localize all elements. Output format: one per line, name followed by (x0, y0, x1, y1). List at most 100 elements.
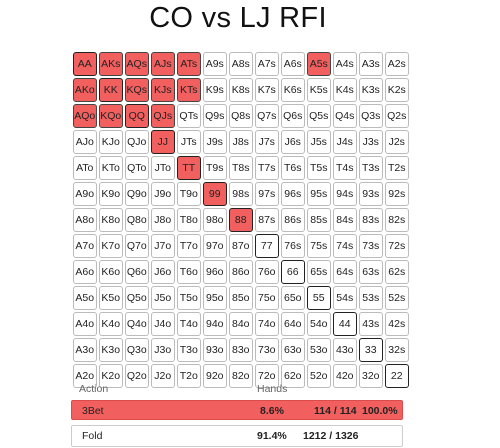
hand-cell-k8o[interactable]: K8o (99, 208, 123, 232)
hand-cell-52o[interactable]: 52o (307, 364, 331, 388)
hand-cell-kto[interactable]: KTo (99, 156, 123, 180)
hand-cell-aqo[interactable]: AQo (73, 104, 97, 128)
hand-cell-53o[interactable]: 53o (307, 338, 331, 362)
hand-cell-72s[interactable]: 72s (385, 234, 409, 258)
hand-cell-32o[interactable]: 32o (359, 364, 383, 388)
hand-cell-63o[interactable]: 63o (281, 338, 305, 362)
hand-cell-q4o[interactable]: Q4o (125, 312, 149, 336)
hand-cell-j6o[interactable]: J6o (151, 260, 175, 284)
hand-cell-j7o[interactable]: J7o (151, 234, 175, 258)
hand-cell-66[interactable]: 66 (281, 260, 305, 284)
hand-cell-j8s[interactable]: J8s (229, 130, 253, 154)
hand-cell-a9s[interactable]: A9s (203, 52, 227, 76)
hand-cell-88[interactable]: 88 (229, 208, 253, 232)
hand-cell-ats[interactable]: ATs (177, 52, 201, 76)
hand-cell-j2s[interactable]: J2s (385, 130, 409, 154)
hand-cell-t6s[interactable]: T6s (281, 156, 305, 180)
hand-cell-t9s[interactable]: T9s (203, 156, 227, 180)
hand-cell-87o[interactable]: 87o (229, 234, 253, 258)
hand-cell-t9o[interactable]: T9o (177, 182, 201, 206)
hand-cell-87s[interactable]: 87s (255, 208, 279, 232)
hand-cell-a5s[interactable]: A5s (307, 52, 331, 76)
hand-cell-52s[interactable]: 52s (385, 286, 409, 310)
hand-cell-q4s[interactable]: Q4s (333, 104, 357, 128)
hand-cell-j6s[interactable]: J6s (281, 130, 305, 154)
hand-cell-k7s[interactable]: K7s (255, 78, 279, 102)
hand-cell-a4s[interactable]: A4s (333, 52, 357, 76)
hand-cell-a6o[interactable]: A6o (73, 260, 97, 284)
hand-cell-kqo[interactable]: KQo (99, 104, 123, 128)
hand-cell-k6o[interactable]: K6o (99, 260, 123, 284)
hand-cell-76s[interactable]: 76s (281, 234, 305, 258)
hand-cell-76o[interactable]: 76o (255, 260, 279, 284)
hand-cell-j5s[interactable]: J5s (307, 130, 331, 154)
hand-cell-k4s[interactable]: K4s (333, 78, 357, 102)
hand-cell-a8o[interactable]: A8o (73, 208, 97, 232)
hand-cell-t5s[interactable]: T5s (307, 156, 331, 180)
hand-cell-73o[interactable]: 73o (255, 338, 279, 362)
hand-cell-qjs[interactable]: QJs (151, 104, 175, 128)
hand-cell-t2o[interactable]: T2o (177, 364, 201, 388)
hand-cell-82s[interactable]: 82s (385, 208, 409, 232)
hand-cell-43s[interactable]: 43s (359, 312, 383, 336)
hand-cell-aa[interactable]: AA (73, 52, 97, 76)
hand-cell-j9s[interactable]: J9s (203, 130, 227, 154)
hand-cell-q5o[interactable]: Q5o (125, 286, 149, 310)
hand-cell-a9o[interactable]: A9o (73, 182, 97, 206)
hand-cell-93s[interactable]: 93s (359, 182, 383, 206)
hand-cell-82o[interactable]: 82o (229, 364, 253, 388)
hand-cell-qts[interactable]: QTs (177, 104, 201, 128)
hand-cell-94s[interactable]: 94s (333, 182, 357, 206)
hand-cell-ajo[interactable]: AJo (73, 130, 97, 154)
hand-cell-j4o[interactable]: J4o (151, 312, 175, 336)
hand-cell-96s[interactable]: 96s (281, 182, 305, 206)
hand-cell-k6s[interactable]: K6s (281, 78, 305, 102)
hand-cell-95o[interactable]: 95o (203, 286, 227, 310)
hand-cell-42s[interactable]: 42s (385, 312, 409, 336)
hand-cell-kjo[interactable]: KJo (99, 130, 123, 154)
hand-cell-t6o[interactable]: T6o (177, 260, 201, 284)
hand-cell-ajs[interactable]: AJs (151, 52, 175, 76)
hand-cell-aqs[interactable]: AQs (125, 52, 149, 76)
hand-cell-k9s[interactable]: K9s (203, 78, 227, 102)
hand-cell-q7o[interactable]: Q7o (125, 234, 149, 258)
hand-cell-q5s[interactable]: Q5s (307, 104, 331, 128)
hand-cell-q2s[interactable]: Q2s (385, 104, 409, 128)
hand-cell-q6s[interactable]: Q6s (281, 104, 305, 128)
hand-cell-86s[interactable]: 86s (281, 208, 305, 232)
action-row-fold[interactable]: Fold 91.4% 1212 / 1326 (71, 425, 403, 447)
hand-cell-j8o[interactable]: J8o (151, 208, 175, 232)
hand-cell-q3s[interactable]: Q3s (359, 104, 383, 128)
hand-cell-63s[interactable]: 63s (359, 260, 383, 284)
hand-cell-kqs[interactable]: KQs (125, 78, 149, 102)
hand-cell-t8o[interactable]: T8o (177, 208, 201, 232)
hand-cell-j3o[interactable]: J3o (151, 338, 175, 362)
hand-cell-74o[interactable]: 74o (255, 312, 279, 336)
hand-cell-k5o[interactable]: K5o (99, 286, 123, 310)
hand-cell-99[interactable]: 99 (203, 182, 227, 206)
hand-cell-t2s[interactable]: T2s (385, 156, 409, 180)
hand-cell-ako[interactable]: AKo (73, 78, 97, 102)
hand-cell-75o[interactable]: 75o (255, 286, 279, 310)
hand-cell-k2s[interactable]: K2s (385, 78, 409, 102)
hand-cell-j7s[interactable]: J7s (255, 130, 279, 154)
hand-cell-85s[interactable]: 85s (307, 208, 331, 232)
hand-cell-t7o[interactable]: T7o (177, 234, 201, 258)
hand-cell-96o[interactable]: 96o (203, 260, 227, 284)
hand-cell-85o[interactable]: 85o (229, 286, 253, 310)
hand-cell-j2o[interactable]: J2o (151, 364, 175, 388)
hand-cell-55[interactable]: 55 (307, 286, 331, 310)
hand-cell-aks[interactable]: AKs (99, 52, 123, 76)
hand-cell-83o[interactable]: 83o (229, 338, 253, 362)
hand-cell-97s[interactable]: 97s (255, 182, 279, 206)
hand-cell-a3s[interactable]: A3s (359, 52, 383, 76)
action-row-3bet[interactable]: 3Bet 8.6% 114 / 114 100.0% (71, 400, 403, 420)
hand-cell-a6s[interactable]: A6s (281, 52, 305, 76)
hand-cell-t5o[interactable]: T5o (177, 286, 201, 310)
hand-cell-a7s[interactable]: A7s (255, 52, 279, 76)
hand-cell-65o[interactable]: 65o (281, 286, 305, 310)
hand-cell-94o[interactable]: 94o (203, 312, 227, 336)
hand-cell-qq[interactable]: QQ (125, 104, 149, 128)
hand-cell-54s[interactable]: 54s (333, 286, 357, 310)
hand-cell-t3s[interactable]: T3s (359, 156, 383, 180)
